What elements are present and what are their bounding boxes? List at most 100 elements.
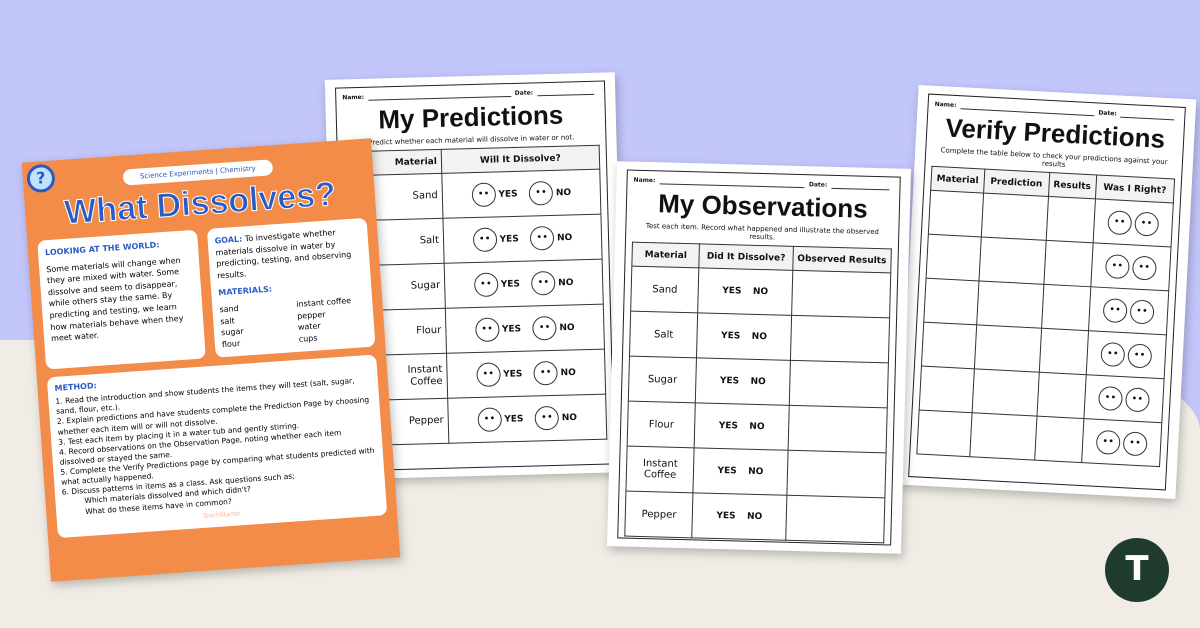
prediction-cell[interactable]: •• YES •• NO: [442, 214, 603, 264]
no-label: NO: [561, 412, 578, 424]
verify-cell[interactable]: [919, 366, 975, 413]
sad-face-icon: ••: [534, 405, 560, 431]
happy-face-icon: ••: [473, 272, 499, 298]
worksheet-title: My Observations: [657, 188, 869, 224]
table-row: Sand YES NO: [630, 266, 891, 318]
observed-results-cell[interactable]: [785, 495, 885, 543]
goal-heading: GOAL:: [214, 234, 243, 246]
yes-label: YES: [504, 414, 524, 425]
table-row: Sand •• YES •• NO: [344, 169, 601, 221]
verify-cell[interactable]: [978, 236, 1046, 285]
verify-table: Material Prediction Results Was I Right? •• …: [916, 166, 1175, 467]
dissolve-cell[interactable]: YES NO: [695, 357, 791, 406]
dissolve-cell[interactable]: YES NO: [697, 267, 793, 316]
table-row: Flour YES NO: [627, 401, 888, 453]
observed-results-cell[interactable]: [787, 405, 888, 453]
sad-face-icon: ••: [1126, 342, 1153, 369]
happy-face-icon: ••: [1100, 341, 1126, 367]
was-i-right-cell[interactable]: •• ••: [1088, 286, 1169, 335]
was-i-right-cell[interactable]: •• ••: [1092, 198, 1174, 247]
teachstarter-logo[interactable]: T: [1105, 538, 1169, 602]
was-i-right-cell[interactable]: •• ••: [1085, 330, 1167, 379]
happy-face-icon: ••: [474, 317, 500, 343]
date-label: Date:: [514, 89, 534, 97]
happy-face-icon: ••: [475, 362, 501, 387]
verify-header: Results: [1048, 172, 1097, 199]
verify-cell[interactable]: [926, 234, 982, 281]
verify-cell[interactable]: [1038, 328, 1089, 375]
verify-cell[interactable]: [916, 409, 972, 457]
sad-face-icon: ••: [1133, 211, 1160, 237]
verify-cell[interactable]: [921, 322, 977, 369]
prediction-cell[interactable]: •• YES •• NO: [447, 394, 607, 444]
was-i-right-cell[interactable]: •• ••: [1083, 374, 1165, 423]
dissolve-cell[interactable]: YES NO: [692, 492, 787, 541]
verify-header: Material: [930, 166, 985, 194]
sad-face-icon: ••: [1129, 298, 1155, 325]
table-row: Salt •• YES •• NO: [346, 214, 603, 266]
was-i-right-cell[interactable]: •• ••: [1090, 242, 1172, 291]
no-label: NO: [560, 367, 576, 379]
worksheet-title: My Predictions: [378, 99, 564, 135]
observed-results-cell[interactable]: [791, 270, 891, 318]
verify-cell[interactable]: [974, 324, 1042, 373]
no-label: NO: [749, 421, 765, 433]
verify-cell[interactable]: [971, 368, 1039, 417]
dissolve-cell[interactable]: YES NO: [693, 447, 788, 496]
dissolve-cell[interactable]: YES NO: [696, 312, 792, 361]
prediction-cell[interactable]: •• YES •• NO: [446, 349, 606, 399]
looking-text: Some materials will change when they are…: [45, 255, 184, 344]
yes-label: YES: [500, 279, 521, 290]
observed-results-cell[interactable]: [788, 360, 889, 408]
material-cell: Instant Coffee: [625, 446, 695, 493]
magnifying-glass-question-icon: ?: [25, 163, 56, 194]
observed-results-cell[interactable]: [790, 315, 890, 363]
no-label: NO: [746, 511, 763, 523]
no-label: NO: [752, 286, 769, 298]
no-label: NO: [558, 277, 574, 289]
method-box: METHOD: 1. Read the introduction and show…: [46, 354, 388, 538]
material-cell: Sugar: [628, 356, 697, 403]
verify-cell[interactable]: [1034, 416, 1084, 463]
table-row: Pepper YES NO: [624, 491, 885, 543]
name-label: Name:: [633, 176, 656, 185]
material-cell: Pepper: [624, 491, 694, 538]
no-label: NO: [556, 232, 573, 244]
date-label: Date:: [1098, 109, 1117, 118]
verify-cell[interactable]: [923, 278, 979, 325]
verify-cell[interactable]: [1036, 372, 1086, 419]
verify-cell[interactable]: [976, 280, 1044, 329]
happy-face-icon: ••: [471, 182, 496, 208]
prediction-cell[interactable]: •• YES •• NO: [445, 304, 605, 354]
verify-cell[interactable]: [981, 193, 1049, 241]
prediction-cell[interactable]: •• YES •• NO: [441, 169, 601, 219]
verify-cell[interactable]: [1045, 196, 1096, 243]
yes-label: YES: [498, 189, 518, 200]
sad-face-icon: ••: [532, 315, 557, 341]
dissolve-cell[interactable]: YES NO: [694, 402, 789, 451]
verify-cell[interactable]: [928, 190, 984, 237]
yes-label: YES: [720, 331, 741, 342]
observed-results-cell[interactable]: [786, 450, 887, 498]
was-i-right-cell[interactable]: •• ••: [1081, 418, 1162, 467]
name-label: Name:: [342, 93, 365, 102]
yes-label: YES: [499, 234, 519, 245]
happy-face-icon: ••: [1095, 429, 1121, 455]
yes-label: YES: [717, 465, 737, 477]
header-material: Material: [631, 242, 700, 268]
no-label: NO: [750, 376, 766, 388]
happy-face-icon: ••: [1102, 297, 1128, 323]
sad-face-icon: ••: [529, 225, 555, 251]
yes-label: YES: [503, 369, 523, 380]
verify-header: Prediction: [983, 169, 1050, 197]
date-label: Date:: [808, 181, 828, 189]
observations-table: Material Did It Dissolve? Observed Results…: [624, 242, 892, 544]
verify-cell[interactable]: [1043, 240, 1093, 287]
happy-face-icon: ••: [477, 407, 502, 432]
prediction-cell[interactable]: •• YES •• NO: [444, 259, 604, 309]
verify-cell[interactable]: [969, 412, 1037, 461]
material-cell: Salt: [629, 311, 698, 358]
no-label: NO: [748, 466, 764, 478]
verify-cell[interactable]: [1041, 284, 1091, 331]
looking-box: LOOKING AT THE WORLD: Some materials will…: [37, 229, 206, 370]
